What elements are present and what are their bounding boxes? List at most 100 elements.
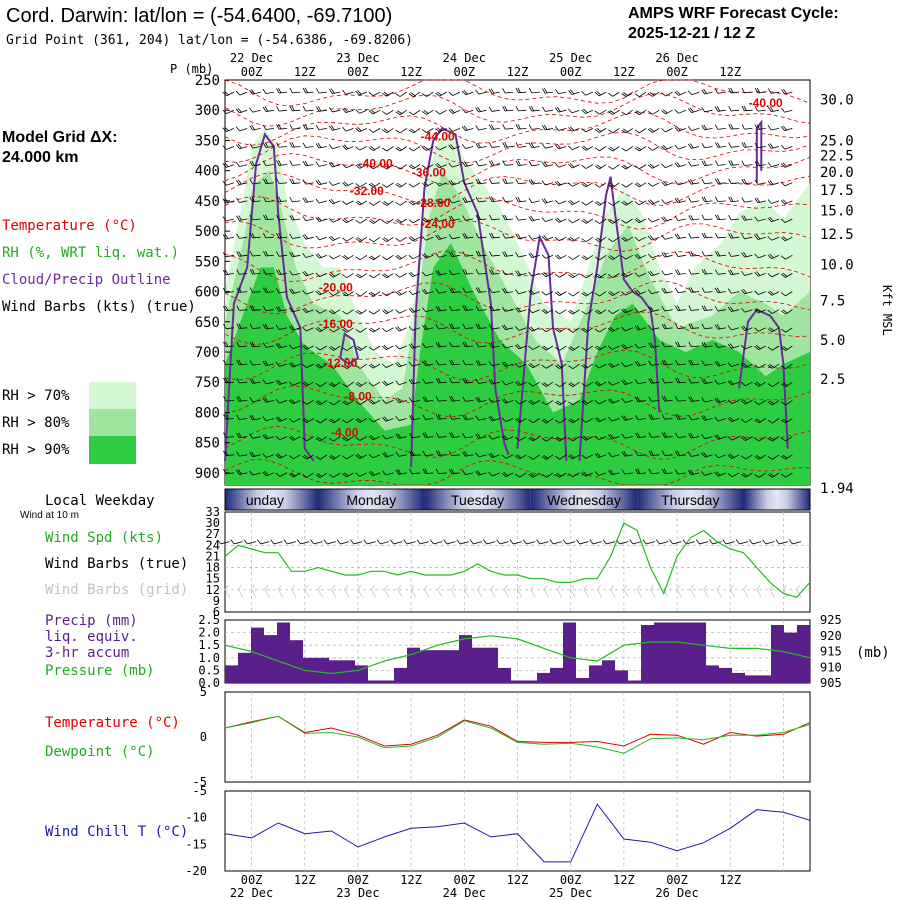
wind-barb-feather — [477, 433, 481, 439]
wind-barb-shaft — [505, 400, 514, 404]
wind-barb-shaft — [677, 309, 686, 311]
wind-barb — [688, 432, 700, 439]
wind-barb-shaft — [731, 363, 740, 368]
barb-feather — [743, 584, 748, 590]
wind-barb — [741, 307, 753, 313]
wind-barb-feather — [568, 455, 573, 460]
wind-barb-shaft — [718, 400, 726, 404]
wind-barb-feather — [530, 326, 535, 331]
wind-barb-shaft — [478, 472, 487, 476]
wind-barb-feather — [554, 347, 560, 351]
wind-barb-feather — [740, 400, 746, 405]
wind-barb-shaft — [451, 273, 460, 276]
wind-barb-shaft — [559, 436, 567, 442]
wind-barb-feather — [397, 254, 402, 259]
wind-barb-shaft — [478, 418, 487, 421]
wind-barb-shaft — [333, 309, 341, 315]
surface-barb-true — [323, 539, 336, 545]
wind-barb-feather — [304, 234, 309, 239]
wind-barb-feather — [370, 182, 376, 187]
wind-barb-feather — [754, 87, 759, 94]
wind-barb-shaft — [492, 472, 500, 477]
wind-barb-shaft — [438, 218, 447, 222]
barb-feather — [304, 584, 309, 590]
wind-barb-shaft — [346, 381, 354, 388]
precip-accum-label: 3-hr accum — [45, 645, 129, 661]
wind-barb-feather — [541, 328, 547, 333]
wind-barb-shaft — [731, 182, 740, 184]
wind-barb — [408, 290, 421, 296]
wind-barb — [714, 453, 726, 459]
wind-barb-feather — [330, 162, 335, 167]
surface-barb-true — [709, 539, 722, 545]
wind-barb — [715, 160, 726, 166]
wind-barb-feather — [382, 434, 387, 440]
wind-barb — [462, 233, 474, 239]
wind-barb-shaft — [664, 182, 673, 187]
wind-barb-feather — [607, 327, 613, 332]
wind-barb-shaft — [638, 291, 647, 295]
wind-barb — [581, 435, 593, 441]
wind-barb-feather — [703, 88, 707, 94]
wind-barb-shaft — [465, 182, 474, 185]
wind-barb-shaft — [306, 309, 314, 314]
wind-barb-feather — [634, 254, 640, 259]
wind-barb-shaft — [664, 200, 673, 204]
wind-barb-shaft — [785, 436, 793, 442]
wind-barb-feather — [395, 147, 401, 152]
cloud-outline — [578, 176, 661, 461]
barb-shaft — [406, 541, 416, 545]
wind-barb — [714, 250, 726, 257]
wind-barb-feather — [769, 472, 775, 477]
wind-barb — [223, 396, 234, 402]
wind-barb-shaft — [252, 291, 261, 293]
wind-barb-feather — [517, 160, 521, 166]
wind-barb — [541, 161, 554, 167]
barb-shaft — [729, 589, 736, 598]
wind-barb-feather — [634, 307, 639, 313]
wind-barb-shaft — [465, 418, 474, 421]
wind-barb-feather — [634, 147, 640, 152]
wind-barb — [621, 200, 633, 206]
wind-barb-feather — [674, 198, 679, 204]
wind-barb-feather — [368, 202, 374, 206]
wind-barb-shaft — [359, 254, 368, 261]
wind-barb-feather — [621, 451, 626, 457]
wind-barb-shaft — [585, 109, 593, 114]
surface-barb-true — [390, 539, 403, 545]
wind-barb-shaft — [491, 146, 500, 148]
wind-barb-shaft — [586, 273, 594, 279]
wind-barb-feather — [661, 288, 666, 294]
wind-barb — [302, 436, 314, 442]
wind-barb-feather — [262, 124, 267, 130]
wind-barb-feather — [342, 255, 347, 260]
wind-barb-feather — [304, 160, 309, 166]
wind-barb-shaft — [306, 363, 314, 369]
wind-barb-feather — [740, 344, 746, 350]
barb-shaft — [273, 541, 283, 545]
wind-barb-shaft — [239, 363, 248, 366]
wind-barb-feather — [490, 415, 495, 421]
wind-barb-shaft — [559, 418, 567, 424]
pressure-tick-label: 910 — [820, 660, 842, 674]
wind-barb-shaft — [505, 345, 514, 349]
wind-barb — [288, 307, 301, 313]
wind-barb-shaft — [492, 454, 500, 459]
wind-barb — [728, 251, 740, 257]
wind-barb-shaft — [531, 109, 540, 112]
precip-bar — [524, 680, 537, 683]
wind-barb-feather — [449, 305, 453, 311]
wind-barb-shaft — [664, 436, 673, 438]
wind-barb-feather — [717, 214, 721, 220]
wind-barb-shaft — [704, 109, 713, 113]
wind-barb-feather — [488, 453, 493, 458]
wind-barb-feather — [395, 183, 401, 188]
wind-barb-shaft — [359, 236, 368, 242]
wind-barb-feather — [701, 178, 705, 184]
wind-barb-feather — [621, 291, 626, 296]
wind-barb-feather — [515, 270, 519, 276]
wind-barb-shaft — [359, 146, 367, 151]
wind-barb-feather — [382, 310, 387, 315]
wind-barb — [528, 381, 540, 387]
pressure-tick-label: 925 — [820, 613, 842, 627]
